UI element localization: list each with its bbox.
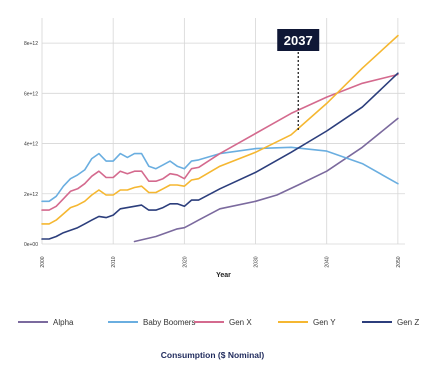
legend-label: Gen Z [397,317,420,327]
x-axis-title: Year [216,272,231,279]
legend-swatch [18,321,48,323]
series-line-gen-z [41,72,399,240]
y-tick-label: 0e+00 [24,242,38,248]
x-tick-label: 2040 [325,256,331,267]
series-line-alpha [133,117,399,243]
legend-item-alpha[interactable]: Alpha [18,315,73,329]
legend-swatch [108,321,138,323]
annotation-box [277,29,320,51]
grid-lines [41,18,405,245]
x-tick-label: 2010 [111,256,117,267]
legend-label: Gen Y [313,317,336,327]
legend-swatch [362,321,392,323]
y-tick-label: 6e+12 [24,91,38,97]
x-tick-label: 2030 [254,256,260,267]
x-axis-ticks: 2000 2010 2020 2030 2040 2050 [40,256,402,267]
legend-swatch [278,321,308,323]
series-lines [41,34,399,243]
chart-title: Consumption ($ Nominal) [160,350,265,360]
y-tick-label: 2e+12 [24,192,38,198]
legend-item-baby-boomers[interactable]: Baby Boomers [108,315,195,329]
x-tick-label: 2050 [396,256,402,267]
series-line-baby-boomers [41,146,399,203]
legend: Alpha Baby Boomers Gen X Gen Y Gen Z [8,315,420,329]
x-tick-label: 2020 [182,256,188,267]
legend-item-gen-x[interactable]: Gen X [194,315,252,329]
y-axis-ticks: 0e+00 2e+12 4e+12 6e+12 8e+12 [24,41,38,248]
series-line-gen-x [41,73,399,211]
y-tick-label: 8e+12 [24,41,38,47]
y-tick-label: 4e+12 [24,142,38,148]
annotation: 2037 [277,29,320,132]
legend-label: Baby Boomers [143,317,196,327]
series-line-gen-y [41,34,399,225]
x-tick-label: 2000 [40,256,46,267]
legend-label: Alpha [53,317,74,327]
legend-item-gen-y[interactable]: Gen Y [278,315,336,329]
annotation-label: 2037 [284,33,313,48]
legend-item-gen-z[interactable]: Gen Z [362,315,419,329]
legend-swatch [194,321,224,323]
legend-label: Gen X [229,317,252,327]
